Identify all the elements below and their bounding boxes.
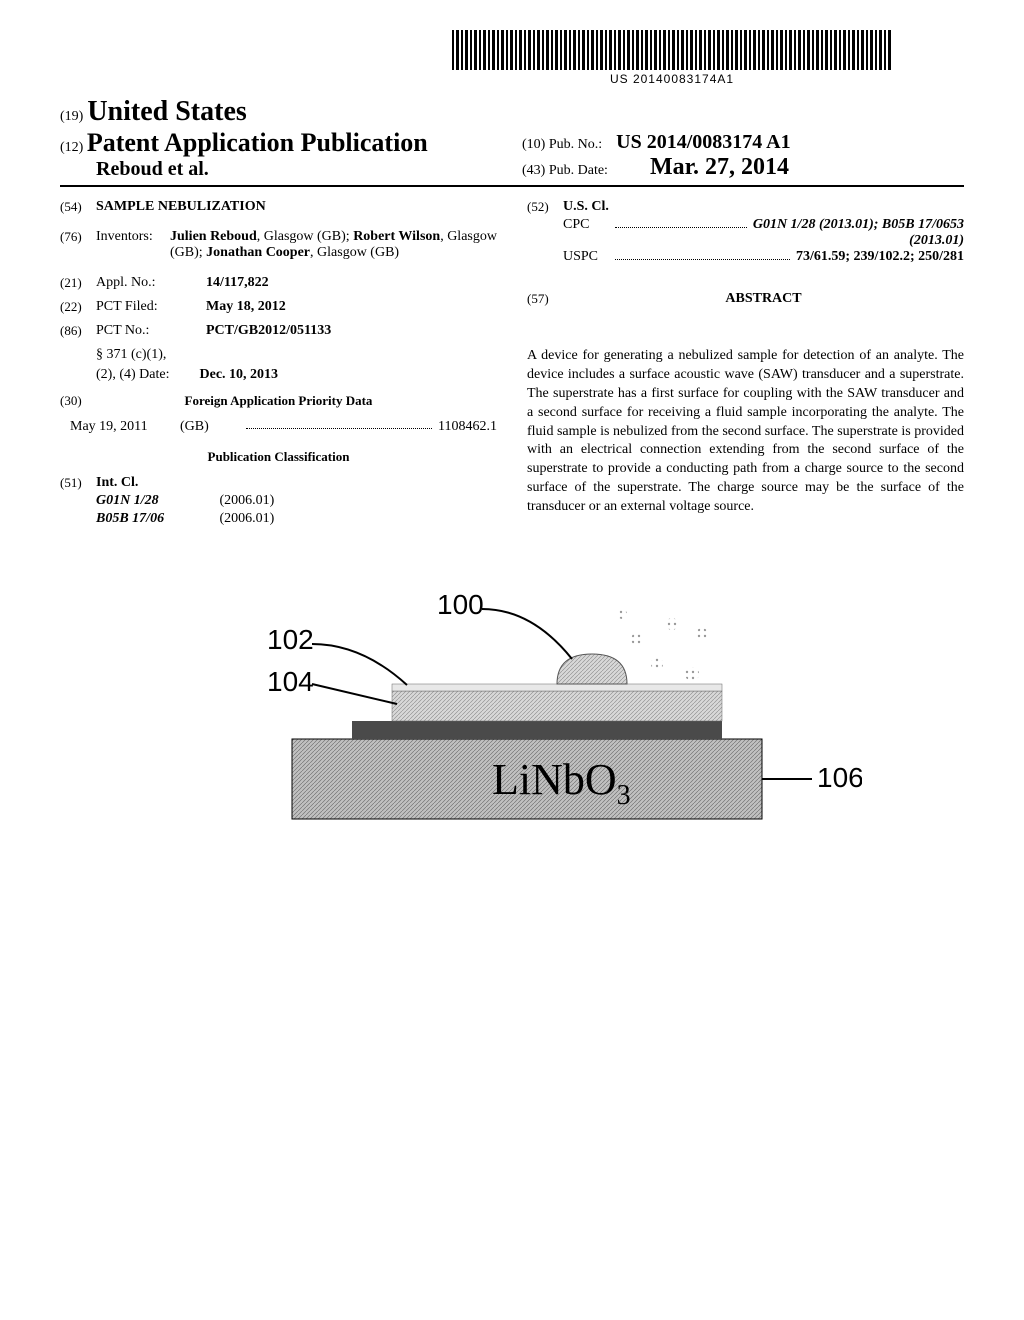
- inventor-1-loc: , Glasgow (GB);: [257, 229, 353, 244]
- dark-band: [352, 721, 722, 739]
- figure: LiNbO3 100: [60, 579, 964, 844]
- inventors-label: Inventors:: [96, 229, 170, 261]
- inventor-3: Jonathan Cooper: [206, 245, 310, 260]
- lead-100: [482, 609, 572, 659]
- barcode-lines: [452, 30, 892, 70]
- section-371-line1: § 371 (c)(1),: [96, 347, 166, 362]
- intcl-1-year: (2006.01): [220, 493, 275, 508]
- inventor-1: Julien Reboud: [170, 229, 257, 244]
- foreign-priority-heading: Foreign Application Priority Data: [60, 393, 497, 409]
- field-num-12: (12): [60, 140, 83, 155]
- label-106: 106: [817, 762, 862, 793]
- substrate-label: LiNbO3: [492, 755, 631, 811]
- field-num-30: (30): [60, 393, 96, 409]
- appl-no: 14/117,822: [206, 275, 269, 291]
- lead-104: [312, 684, 397, 704]
- pct-filed: May 18, 2012: [206, 299, 286, 315]
- field-num-76: (76): [60, 229, 96, 261]
- layer-104: [392, 691, 722, 721]
- barcode-block: US 20140083174A1: [380, 30, 964, 88]
- pct-filed-label: PCT Filed:: [96, 299, 206, 315]
- intcl-label: Int. Cl.: [96, 475, 138, 491]
- field-num-86: (86): [60, 323, 96, 339]
- pub-date: Mar. 27, 2014: [650, 154, 789, 180]
- barcode-number: US 20140083174A1: [452, 72, 892, 86]
- uscl-label: U.S. Cl.: [563, 199, 609, 215]
- cpc-label: CPC: [563, 217, 609, 233]
- intcl-2-code: B05B 17/06: [96, 511, 216, 527]
- field-num-22: (22): [60, 299, 96, 315]
- inventor-2: Robert Wilson: [353, 229, 440, 244]
- field-num-21: (21): [60, 275, 96, 291]
- pub-date-label: Pub. Date:: [549, 163, 608, 178]
- right-column: (52) U.S. Cl. CPC G01N 1/28 (2013.01); B…: [527, 199, 964, 529]
- field-num-51: (51): [60, 475, 96, 491]
- abstract-heading: ABSTRACT: [563, 291, 964, 307]
- inventor-3-loc: , Glasgow (GB): [310, 245, 399, 260]
- abstract-text: A device for generating a nebulized samp…: [527, 347, 964, 517]
- label-100: 100: [437, 589, 484, 620]
- country-name: United States: [87, 96, 246, 127]
- doc-type: Patent Application Publication: [87, 128, 428, 157]
- priority-appnum: 1108462.1: [438, 419, 497, 435]
- intcl-2-year: (2006.01): [220, 511, 275, 526]
- cpc-value: G01N 1/28 (2013.01); B05B 17/0653: [753, 217, 964, 233]
- field-num-10: (10): [522, 137, 545, 152]
- uspc-label: USPC: [563, 249, 609, 265]
- figure-svg: LiNbO3 100: [162, 579, 862, 839]
- pub-no-label: Pub. No.:: [549, 137, 602, 152]
- mist-particles: [617, 609, 708, 681]
- biblio-columns: (54) SAMPLE NEBULIZATION (76) Inventors:…: [60, 199, 964, 529]
- header: (19) United States (12) Patent Applicati…: [60, 96, 964, 187]
- priority-date: May 19, 2011: [60, 419, 180, 435]
- pub-no: US 2014/0083174 A1: [616, 131, 790, 153]
- field-num-43: (43): [522, 163, 545, 178]
- label-104: 104: [267, 666, 314, 697]
- dotted-leader: [246, 419, 432, 429]
- pub-class-heading: Publication Classification: [60, 449, 497, 465]
- dotted-leader: [615, 218, 747, 228]
- label-102: 102: [267, 624, 314, 655]
- pct-no: PCT/GB2012/051133: [206, 323, 331, 339]
- inventors-list: Julien Reboud, Glasgow (GB); Robert Wils…: [170, 229, 497, 261]
- priority-country: (GB): [180, 419, 240, 435]
- authors-line: Reboud et al.: [96, 158, 209, 180]
- section-371-date: Dec. 10, 2013: [200, 367, 279, 382]
- field-num-57: (57): [527, 291, 563, 307]
- field-num-52: (52): [527, 199, 563, 215]
- layer-102: [392, 684, 722, 691]
- appl-no-label: Appl. No.:: [96, 275, 206, 291]
- field-num-54: (54): [60, 199, 96, 215]
- dotted-leader: [615, 250, 790, 260]
- field-num-19: (19): [60, 109, 83, 124]
- invention-title: SAMPLE NEBULIZATION: [96, 199, 266, 215]
- lead-102: [312, 644, 407, 685]
- uspc-value: 73/61.59; 239/102.2; 250/281: [796, 249, 964, 265]
- intcl-1-code: G01N 1/28: [96, 493, 216, 509]
- section-371-line2: (2), (4) Date:: [96, 367, 196, 383]
- left-column: (54) SAMPLE NEBULIZATION (76) Inventors:…: [60, 199, 497, 529]
- cpc-value-2: (2013.01): [563, 233, 964, 249]
- pct-no-label: PCT No.:: [96, 323, 206, 339]
- droplet-100: [557, 654, 627, 684]
